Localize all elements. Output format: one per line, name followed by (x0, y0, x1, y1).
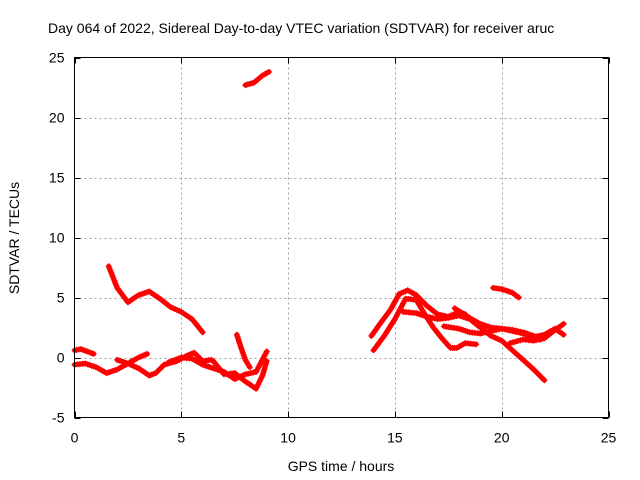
plot-frame (74, 57, 609, 418)
x-tick-label: 10 (280, 430, 296, 446)
series-markers (233, 331, 253, 371)
series-arc-3 (105, 263, 206, 336)
series-layer (71, 68, 567, 392)
x-tick-label: 5 (177, 430, 185, 446)
series-arc-2 (71, 350, 151, 377)
x-tick-label: 0 (71, 430, 79, 446)
y-tick-label: 20 (49, 110, 65, 126)
series-markers (210, 358, 270, 392)
series-arc-6 (210, 358, 270, 392)
series-arc-14 (507, 320, 567, 347)
x-tick-label: 20 (494, 430, 510, 446)
y-tick-label: 5 (57, 290, 65, 306)
x-axis-label: GPS time / hours (288, 458, 395, 474)
series-markers (368, 287, 469, 339)
series-markers (71, 350, 151, 377)
y-tick-label: -5 (52, 410, 65, 426)
series-markers (507, 320, 567, 347)
series-markers (490, 284, 522, 301)
x-tick-label: 15 (387, 430, 403, 446)
series-arc-15 (490, 284, 522, 301)
y-tick-label: 0 (57, 350, 65, 366)
series-markers (242, 68, 272, 89)
series-arc-13 (451, 305, 544, 343)
series-arc-1 (71, 346, 97, 357)
series-trace (106, 263, 206, 335)
series-markers (105, 263, 206, 336)
x-tick-label: 25 (601, 430, 617, 446)
y-tick-label: 15 (49, 170, 65, 186)
tick-layer: 0 5 10 15 20 25 -5 0 5 10 15 20 25 (49, 50, 617, 446)
y-tick-label: 25 (49, 50, 65, 66)
series-markers (451, 305, 544, 343)
chart-title: Day 064 of 2022, Sidereal Day-to-day VTE… (48, 20, 554, 36)
series-arc-8 (242, 68, 272, 89)
y-tick-label: 10 (49, 230, 65, 246)
y-axis-label: SDTVAR / TECUs (6, 182, 22, 294)
series-arc-7 (233, 331, 253, 371)
